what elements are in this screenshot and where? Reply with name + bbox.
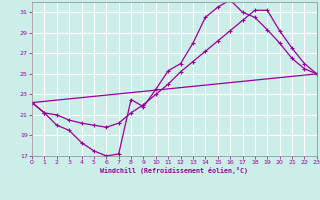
X-axis label: Windchill (Refroidissement éolien,°C): Windchill (Refroidissement éolien,°C) xyxy=(100,167,248,174)
